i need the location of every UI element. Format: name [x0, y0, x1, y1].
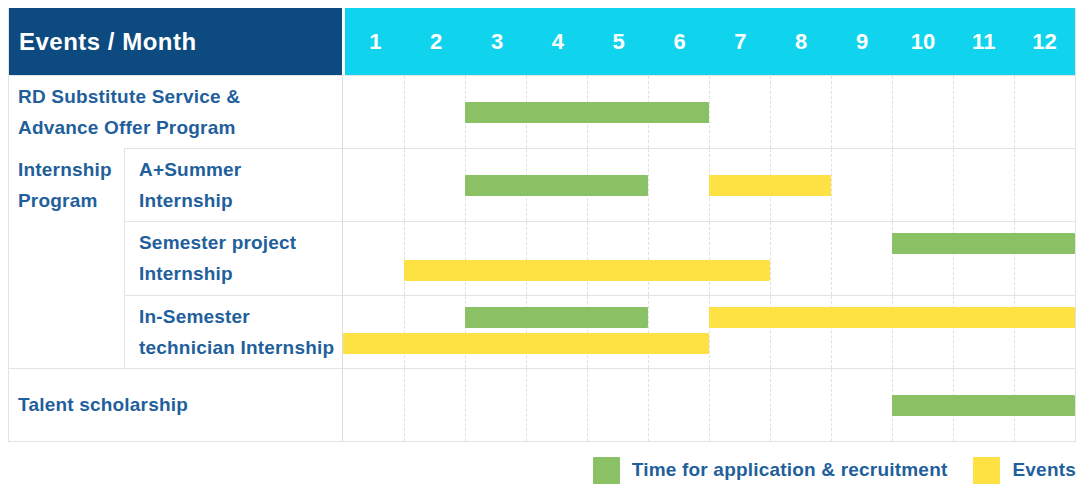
month-header-3: 3	[467, 8, 528, 75]
label-line: Internship	[18, 154, 124, 185]
month-header-2: 2	[406, 8, 467, 75]
month-gridline	[404, 222, 405, 294]
legend-item-events: Events	[973, 457, 1076, 484]
month-gridline	[648, 369, 649, 441]
month-gridline	[892, 76, 893, 148]
legend: Time for application & recruitment Events	[8, 452, 1076, 488]
month-gridline	[831, 149, 832, 221]
month-gridline	[709, 76, 710, 148]
month-gridline	[953, 149, 954, 221]
month-gridline	[587, 222, 588, 294]
table-corner-header: Events / Month	[9, 8, 342, 75]
month-header-row: 123456789101112	[342, 8, 1075, 75]
row-label: Talent scholarship	[9, 368, 342, 441]
label-line: Program	[18, 185, 124, 216]
label-line: Internship	[139, 185, 342, 216]
chart-row	[342, 221, 1075, 294]
month-header-7: 7	[710, 8, 771, 75]
month-header-5: 5	[588, 8, 649, 75]
month-header-8: 8	[771, 8, 832, 75]
gantt-bar-application	[465, 175, 648, 196]
legend-swatch-application	[593, 457, 620, 484]
group-label-internship-program: InternshipProgram	[9, 75, 124, 295]
chart-row	[342, 75, 1075, 148]
label-line: Semester project	[139, 227, 342, 258]
month-gridline	[526, 222, 527, 294]
month-header-1: 1	[345, 8, 406, 75]
month-gridline	[648, 222, 649, 294]
events-month-table: Events / Month 123456789101112 RD Substi…	[8, 8, 1076, 442]
month-gridline	[465, 369, 466, 441]
legend-label: Events	[1012, 459, 1076, 481]
month-gridline	[404, 369, 405, 441]
month-gridline	[404, 76, 405, 148]
month-gridline	[770, 369, 771, 441]
legend-swatch-events	[973, 457, 1000, 484]
gantt-bar-application	[892, 233, 1075, 254]
chart-row	[342, 148, 1075, 221]
sub-row-label: A+SummerInternship	[124, 148, 342, 221]
month-gridline	[1014, 149, 1015, 221]
gantt-schedule-infographic: Events / Month 123456789101112 RD Substi…	[0, 0, 1080, 494]
gantt-bar-events	[709, 175, 831, 196]
chart-row	[342, 295, 1075, 368]
gantt-bar-application	[465, 307, 648, 328]
label-line: In-Semester	[139, 301, 342, 332]
label-line: technician Internship	[139, 332, 342, 363]
month-header-12: 12	[1014, 8, 1075, 75]
month-gridline	[831, 369, 832, 441]
month-gridline	[709, 369, 710, 441]
month-gridline	[404, 149, 405, 221]
month-header-10: 10	[892, 8, 953, 75]
month-gridline	[465, 222, 466, 294]
chart-row	[342, 368, 1075, 441]
label-line: Internship	[139, 258, 342, 289]
gantt-bar-events	[709, 307, 1075, 328]
month-gridline	[770, 222, 771, 294]
legend-item-application: Time for application & recruitment	[593, 457, 948, 484]
month-header-4: 4	[527, 8, 588, 75]
gantt-bar-events	[343, 333, 709, 354]
month-gridline	[770, 76, 771, 148]
month-header-9: 9	[832, 8, 893, 75]
label-line: Talent scholarship	[18, 389, 342, 420]
legend-label: Time for application & recruitment	[632, 459, 948, 481]
month-gridline	[1014, 76, 1015, 148]
sub-row-label: Semester projectInternship	[124, 221, 342, 294]
label-line: A+Summer	[139, 154, 342, 185]
gantt-bar-application	[892, 395, 1075, 416]
month-header-11: 11	[953, 8, 1014, 75]
month-header-6: 6	[649, 8, 710, 75]
month-gridline	[648, 296, 649, 368]
month-gridline	[587, 369, 588, 441]
month-gridline	[709, 222, 710, 294]
table-title: Events / Month	[19, 28, 197, 56]
month-gridline	[404, 296, 405, 368]
sub-row-label: In-Semestertechnician Internship	[124, 295, 342, 368]
gantt-bar-events	[404, 260, 770, 281]
gantt-bar-application	[465, 102, 709, 123]
month-gridline	[831, 222, 832, 294]
month-gridline	[526, 369, 527, 441]
month-gridline	[953, 76, 954, 148]
month-gridline	[648, 149, 649, 221]
month-gridline	[831, 76, 832, 148]
month-gridline	[892, 149, 893, 221]
